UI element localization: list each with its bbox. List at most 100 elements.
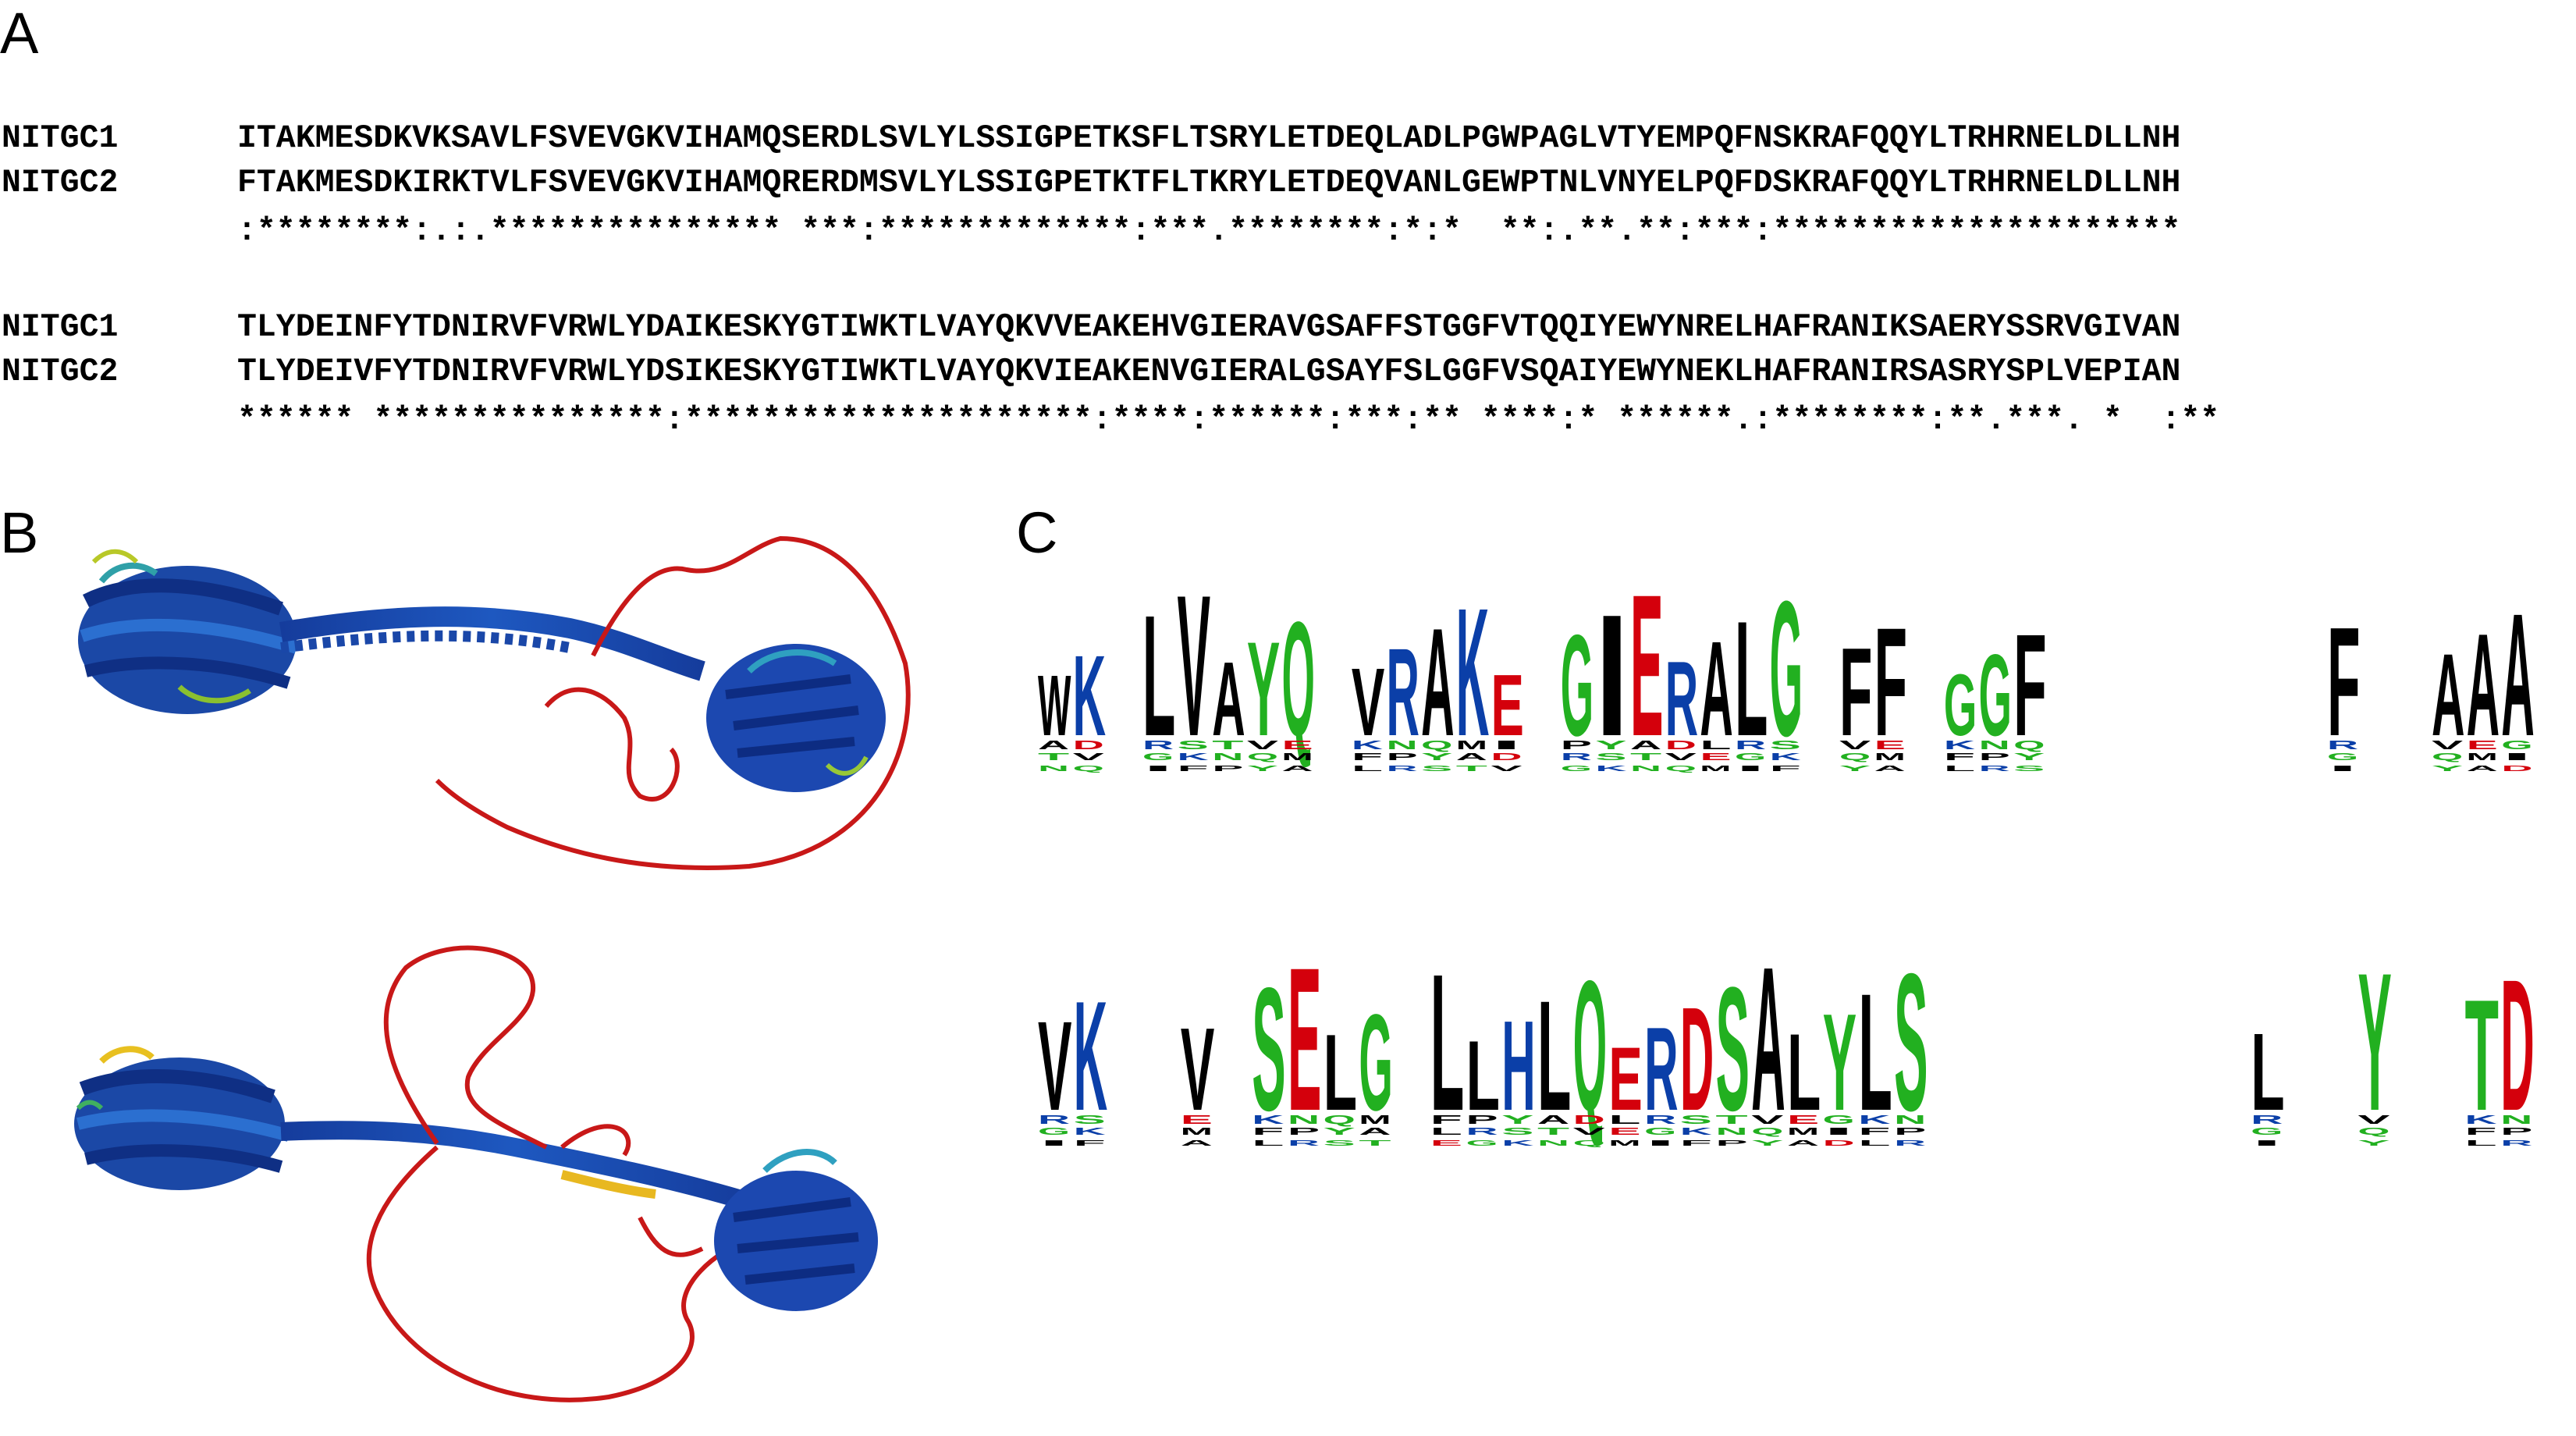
logo-letter-minor: Y	[2013, 751, 2046, 762]
logo-letter-minor: T	[1212, 739, 1244, 752]
logo-letter-minor: F	[2465, 1125, 2497, 1137]
logo-letter: E	[1630, 553, 1663, 778]
logo-letter-minor: M	[2467, 751, 2498, 762]
logo-letter-minor: K	[1770, 751, 1803, 762]
logo-letter-minor: Q	[2432, 751, 2463, 762]
logo-letter-minor: Y	[1501, 1114, 1534, 1127]
logo-letter: K	[1073, 632, 1106, 760]
logo-letter-minor: F	[1858, 1125, 1890, 1137]
logo-letter: L	[1858, 959, 1892, 1146]
logo-letter-minor: F	[1680, 1139, 1712, 1148]
logo-letter-minor: G	[1644, 1125, 1676, 1137]
disordered-loop	[366, 945, 750, 1402]
logo-letter: L	[1735, 587, 1768, 770]
logo-letter-minor: G	[2501, 739, 2532, 752]
logo-letter: V	[1352, 649, 1384, 756]
logo-letter: R	[1665, 639, 1698, 758]
logo-letter-minor: Q	[1247, 751, 1278, 762]
logo-letter-minor: A	[1456, 751, 1490, 762]
logo-letter: A	[2432, 629, 2464, 760]
logo-letter-minor: Q	[2013, 739, 2045, 752]
logo-letter: H	[1501, 994, 1535, 1137]
logo-letter: A	[1212, 640, 1245, 758]
logo-letter: L	[1324, 1012, 1357, 1133]
logo-letter-minor: K	[1074, 1125, 1108, 1137]
logo-letter: A	[1751, 924, 1785, 1153]
logo-letter: E	[1608, 1029, 1642, 1129]
logo-letter-minor: D	[1665, 739, 1697, 752]
logo-letter-minor: V	[1491, 765, 1523, 773]
logo-letter-minor: N	[1288, 1114, 1320, 1127]
logo-letter-minor: N	[1212, 751, 1243, 762]
logo-letter: T	[2465, 967, 2499, 1144]
logo-letter: V	[1178, 553, 1211, 778]
logo-letter-minor: N	[1979, 739, 2010, 752]
logo-letter-minor: I	[1142, 765, 1176, 773]
logo-letter-minor: G	[1823, 1114, 1855, 1127]
logo-letter-minor: G	[1142, 751, 1174, 762]
logo-letter: S	[1894, 933, 1928, 1152]
panel-label-b: B	[0, 500, 39, 565]
beta-domain-right	[714, 1149, 878, 1311]
logo-letter-minor: Q	[1573, 1139, 1606, 1148]
logo-letter-minor: G	[1038, 1125, 1070, 1137]
logo-letter-minor: I	[2327, 765, 2361, 773]
logo-letter-minor: L	[2465, 1139, 2497, 1148]
panel-label-a: A	[0, 1, 39, 66]
logo-letter-minor: T	[1537, 1125, 1569, 1137]
logo-letter-minor: T	[1716, 1114, 1749, 1127]
logo-letter-minor: P	[1894, 1125, 1928, 1137]
logo-letter-minor: P	[1387, 751, 1419, 762]
logo-letter-minor: K	[1595, 765, 1629, 773]
logo-letter-minor: T	[1038, 751, 1069, 762]
logo-letter-minor: F	[1252, 1125, 1284, 1137]
logo-letter-minor: S	[1421, 765, 1454, 773]
logo-letter-minor: M	[1608, 1139, 1640, 1148]
logo-letter-minor: I	[1823, 1125, 1855, 1137]
logo-letter-minor: A	[1359, 1125, 1393, 1137]
logo-letter: V	[1038, 994, 1071, 1137]
logo-letter-minor: I	[2501, 751, 2532, 762]
beta-domain-right	[706, 644, 886, 792]
logo-letter-minor: K	[1352, 739, 1384, 752]
logo-letter: Y	[2357, 933, 2391, 1152]
logo-letter-minor: N	[1716, 1125, 1748, 1137]
consensus-row: ****** ***************:*****************…	[237, 402, 2220, 439]
logo-letter: E	[1491, 657, 1523, 754]
sequence-row: TLYDEINFYTDNIRVFVRWLYDAIKESKYGTIWKTLVAYQ…	[237, 309, 2181, 346]
structure-panel	[74, 535, 911, 1402]
logo-letter-minor: Q	[1073, 765, 1105, 773]
logo-letter: L	[1142, 579, 1175, 772]
seq-name: NITGC1	[2, 120, 119, 157]
logo-letter-minor: E	[1700, 751, 1732, 762]
logo-letter-minor: V	[2432, 739, 2464, 752]
logo-letter: W	[1038, 658, 1071, 754]
logo-letter: I	[1595, 579, 1628, 773]
logo-letter-minor: T	[1359, 1139, 1391, 1148]
logo-letter-minor: N	[1537, 1139, 1569, 1148]
logo-letter: L	[1466, 1020, 1500, 1131]
logo-letter-minor: K	[1944, 739, 1977, 752]
logo-letter-minor: E	[1787, 1114, 1820, 1127]
logo-letter-minor: M	[1181, 1125, 1213, 1137]
logo-letter-minor: A	[1282, 765, 1313, 773]
logo-letter-minor: P	[1561, 739, 1593, 752]
logo-letter-minor: N	[1630, 765, 1661, 773]
logo-letter-minor: R	[2251, 1114, 2284, 1127]
logo-letter: G	[1979, 630, 2012, 760]
logo-letter-minor: P	[2500, 1125, 2534, 1137]
logo-letter: L	[1537, 968, 1571, 1143]
logo-letter: Y	[1823, 985, 1856, 1139]
logo-letter: G	[1359, 986, 1392, 1139]
logo-letter-minor: L	[1430, 1125, 1462, 1137]
logo-letter: S	[1252, 951, 1285, 1147]
logo-letter-minor: E	[1608, 1125, 1642, 1137]
logo-letter: A	[1700, 613, 1732, 764]
logo-letter-minor: T	[1456, 765, 1487, 773]
logo-letter: L	[1430, 933, 1464, 1151]
logo-letter-minor: M	[1700, 765, 1731, 773]
logo-letter-minor: P	[1212, 765, 1245, 773]
